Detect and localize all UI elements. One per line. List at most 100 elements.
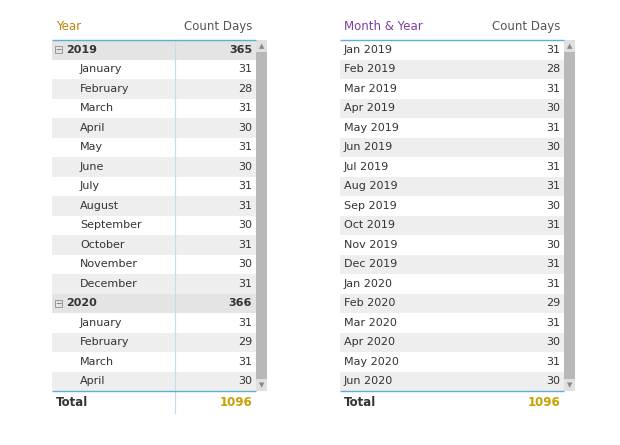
Bar [52,98,256,118]
Bar [340,98,564,118]
Text: January: January [80,64,123,74]
Bar [340,157,564,177]
Text: 30: 30 [238,220,252,230]
Text: March: March [80,103,114,113]
Text: 31: 31 [238,64,252,74]
Bar [52,274,256,294]
Text: Apr 2020: Apr 2020 [344,337,395,347]
Text: Aug 2019: Aug 2019 [344,181,397,191]
Bar [52,157,256,177]
Text: 366: 366 [229,298,252,308]
Bar [55,300,62,307]
Text: 31: 31 [238,181,252,191]
Text: 1096: 1096 [219,396,252,409]
Text: Oct 2019: Oct 2019 [344,220,395,230]
Bar [52,40,256,60]
Text: Month & Year: Month & Year [344,20,423,33]
Bar [52,255,256,274]
Text: ▼: ▼ [567,382,572,388]
Bar [256,40,267,391]
Text: 365: 365 [229,45,252,55]
Bar [55,46,62,53]
Bar [52,60,256,79]
Bar [340,294,564,313]
Bar [52,215,256,235]
Text: 30: 30 [238,123,252,133]
Text: May: May [80,142,103,152]
Text: 30: 30 [546,201,560,211]
Text: April: April [80,123,105,133]
Bar [340,391,564,413]
Text: November: November [80,259,138,269]
Text: ▲: ▲ [259,43,264,49]
Text: September: September [80,220,141,230]
Text: Count Days: Count Days [492,20,560,33]
Bar [52,177,256,196]
Text: 31: 31 [546,45,560,55]
Text: 31: 31 [238,142,252,152]
Text: Mar 2019: Mar 2019 [344,84,397,94]
Text: 2020: 2020 [66,298,97,308]
Bar [256,52,267,379]
Text: 31: 31 [546,220,560,230]
Bar [340,235,564,255]
Text: Total: Total [56,396,88,409]
Text: 30: 30 [238,259,252,269]
Text: 28: 28 [237,84,252,94]
Text: May 2020: May 2020 [344,357,399,367]
Text: 31: 31 [546,84,560,94]
Bar [52,235,256,255]
Bar [340,60,564,79]
Bar [340,79,564,98]
Text: Jan 2020: Jan 2020 [344,279,393,289]
Text: 1096: 1096 [527,396,560,409]
Bar [52,138,256,157]
Bar [340,138,564,157]
Bar [52,196,256,215]
Text: 31: 31 [238,240,252,250]
Text: 31: 31 [546,279,560,289]
Text: Apr 2019: Apr 2019 [344,103,395,113]
Text: December: December [80,279,138,289]
Text: Sep 2019: Sep 2019 [344,201,397,211]
Text: 31: 31 [546,162,560,172]
Text: 30: 30 [546,103,560,113]
Text: Jun 2019: Jun 2019 [344,142,393,152]
Text: Nov 2019: Nov 2019 [344,240,397,250]
Bar [340,332,564,352]
Bar [52,79,256,98]
Bar [52,294,256,313]
Text: 29: 29 [546,298,560,308]
Bar [340,352,564,372]
Text: 31: 31 [546,259,560,269]
Text: 30: 30 [546,240,560,250]
Bar [52,118,256,138]
Text: −: − [55,45,61,54]
Bar [52,372,256,391]
Text: Jul 2019: Jul 2019 [344,162,389,172]
Text: 31: 31 [238,201,252,211]
Bar [52,313,256,332]
Text: 31: 31 [238,318,252,328]
Text: 31: 31 [546,181,560,191]
Bar [52,352,256,372]
Text: May 2019: May 2019 [344,123,399,133]
Text: 31: 31 [238,279,252,289]
Text: 31: 31 [238,357,252,367]
Bar [340,313,564,332]
Text: 31: 31 [546,318,560,328]
Text: 29: 29 [237,337,252,347]
Text: January: January [80,318,123,328]
Text: Feb 2019: Feb 2019 [344,64,396,74]
Text: October: October [80,240,125,250]
Text: 30: 30 [238,162,252,172]
Text: February: February [80,84,130,94]
Text: March: March [80,357,114,367]
Text: 31: 31 [546,123,560,133]
Text: 2019: 2019 [66,45,97,55]
Text: February: February [80,337,130,347]
Bar [564,40,575,391]
Text: 31: 31 [238,103,252,113]
Text: ▼: ▼ [259,382,264,388]
Bar [340,40,564,60]
